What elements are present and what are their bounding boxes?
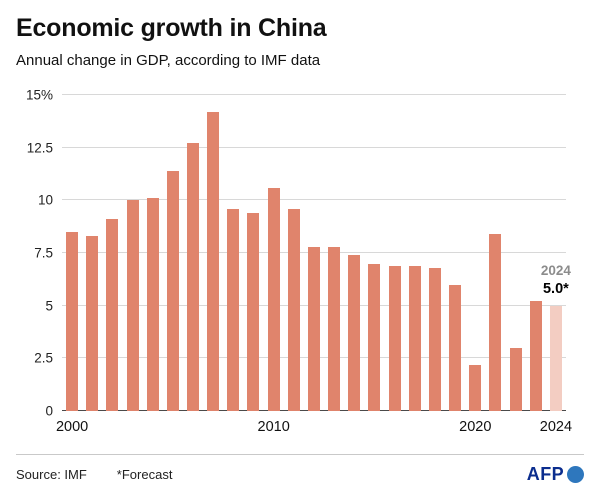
page-title: Economic growth in China <box>16 14 327 42</box>
bar-2001 <box>86 236 99 411</box>
y-tick-label: 15% <box>25 87 53 103</box>
bar-slot <box>445 95 465 411</box>
bar-slot <box>243 95 263 411</box>
bar-slot <box>223 95 243 411</box>
gridline <box>62 146 566 148</box>
y-tick-label: 7.5 <box>34 245 53 261</box>
afp-globe-icon <box>567 466 584 483</box>
bar-2022 <box>509 347 522 411</box>
bar-slot <box>425 95 445 411</box>
bar-2021 <box>489 234 502 411</box>
bar-2008 <box>227 208 240 411</box>
page-subtitle: Annual change in GDP, according to IMF d… <box>16 52 321 69</box>
bar-2019 <box>449 284 462 411</box>
x-tick-label: 2010 <box>257 419 290 435</box>
afp-logo: AFP <box>527 464 584 485</box>
bar-2007 <box>207 111 220 411</box>
bar-slot <box>102 95 122 411</box>
bar-2023 <box>529 301 542 411</box>
bar-slot <box>485 95 505 411</box>
y-tick-label: 0 <box>45 403 53 419</box>
bar-slot <box>62 95 82 411</box>
bar-2000 <box>66 231 79 411</box>
bar-2015 <box>368 263 381 411</box>
bar-2024 <box>549 305 562 411</box>
bar-2014 <box>348 255 361 411</box>
bar-slot <box>304 95 324 411</box>
bar-slot <box>264 95 284 411</box>
bar-2012 <box>307 246 320 411</box>
bar-slot <box>405 95 425 411</box>
bar-2013 <box>328 246 341 411</box>
bar-2004 <box>146 198 159 411</box>
y-tick-label: 5 <box>45 298 53 314</box>
bar-slot <box>82 95 102 411</box>
x-tick-label: 2020 <box>459 419 492 435</box>
x-tick-label: 2000 <box>55 419 89 435</box>
bar-slot <box>183 95 203 411</box>
bar-slot <box>122 95 142 411</box>
bar-slot <box>385 95 405 411</box>
bar-2017 <box>408 265 421 411</box>
forecast-annotation: 2024 5.0* <box>541 263 571 298</box>
gridline <box>62 199 566 201</box>
bar-2011 <box>287 208 300 411</box>
y-tick-label: 12.5 <box>26 140 53 156</box>
bar-2010 <box>267 187 280 411</box>
bar-2006 <box>187 143 200 411</box>
bar-2005 <box>166 170 179 411</box>
footer: Source: IMF *Forecast AFP <box>16 454 584 485</box>
source-label: Source: IMF <box>16 467 87 482</box>
bar-slot <box>465 95 485 411</box>
bar-slot <box>324 95 344 411</box>
bar-slot <box>163 95 183 411</box>
afp-logo-text: AFP <box>526 464 564 484</box>
bar-slot <box>546 95 566 411</box>
bar-2002 <box>106 219 119 411</box>
bar-slot <box>344 95 364 411</box>
forecast-annotation-year: 2024 <box>540 262 571 278</box>
gridline <box>62 94 566 95</box>
bars-container <box>62 95 566 411</box>
y-tick-label: 10 <box>37 192 53 208</box>
bar-2018 <box>428 267 441 411</box>
bar-2009 <box>247 212 260 411</box>
bar-slot <box>284 95 304 411</box>
bar-2020 <box>469 364 482 411</box>
y-tick-label: 2.5 <box>34 350 53 366</box>
bar-slot <box>143 95 163 411</box>
bar-2003 <box>126 200 139 411</box>
bar-slot <box>526 95 546 411</box>
bar-2016 <box>388 265 401 411</box>
forecast-annotation-value: 5.0* <box>542 280 569 297</box>
forecast-note: *Forecast <box>116 467 173 482</box>
x-axis: 2000 2010 2020 2024 <box>56 416 572 438</box>
bar-slot <box>505 95 525 411</box>
x-tick-label: 2024 <box>539 419 573 435</box>
bar-slot <box>203 95 223 411</box>
bar-slot <box>364 95 384 411</box>
plot-area: 2024 5.0* 0 2.5 5 7.5 10 12.5 15% <box>26 88 571 419</box>
source-group: Source: IMF *Forecast <box>16 467 172 482</box>
